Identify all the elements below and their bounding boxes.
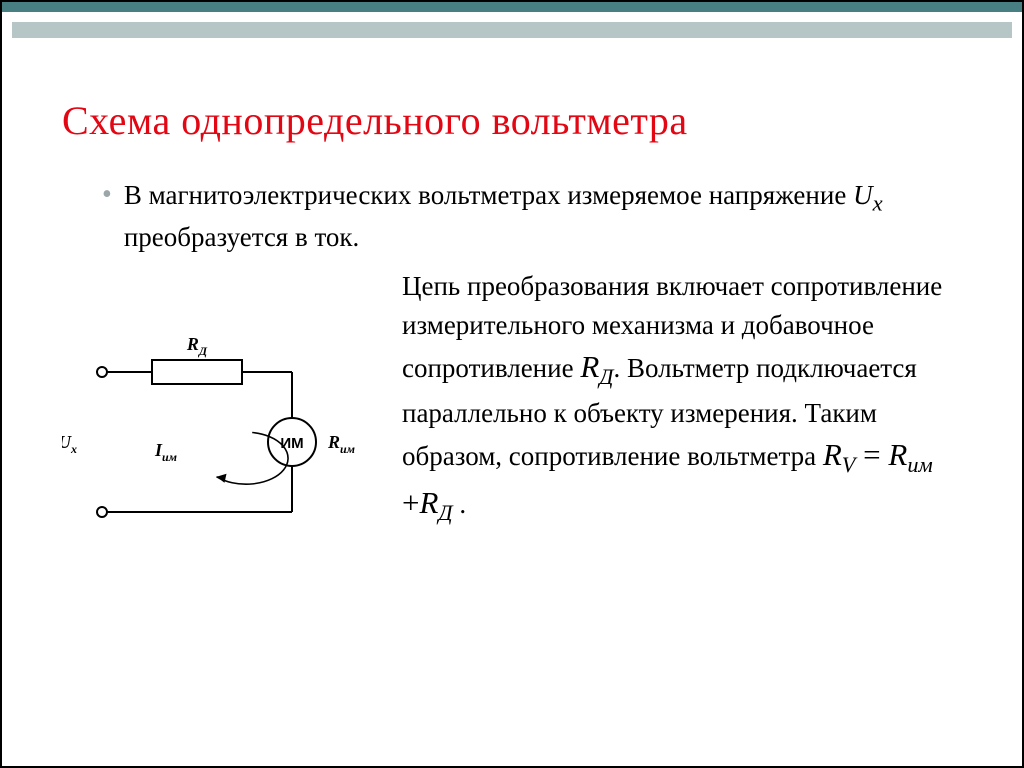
formula-plus: + xyxy=(402,485,419,520)
circuit-svg: RД Ux Iим ИМ Rим xyxy=(62,302,382,562)
bullet-sub: x xyxy=(873,190,883,215)
body-rd-sub: Д xyxy=(599,364,613,389)
bullet-tail: преобразуется в ток. xyxy=(124,222,359,252)
slide-title: Схема однопредельного вольтметра xyxy=(62,97,688,144)
formula-lhs-sub: V xyxy=(842,452,856,477)
formula-lhs-sym: R xyxy=(823,437,842,472)
bar-gap xyxy=(2,12,1022,22)
formula-eq: = xyxy=(855,437,888,472)
formula-r1-sym: R xyxy=(888,437,907,472)
bullet-dot-icon: • xyxy=(102,181,112,209)
bullet-lead: В магнитоэлектрических вольтметрах измер… xyxy=(124,180,853,210)
bullet-row: • В магнитоэлектрических вольтметрах изм… xyxy=(102,177,962,255)
svg-text:Iим: Iим xyxy=(154,440,177,464)
decorative-top-bars xyxy=(2,2,1022,44)
bar-inner xyxy=(12,22,1012,38)
body-rd: R xyxy=(580,349,599,384)
formula-r2-sym: R xyxy=(419,485,438,520)
bullet-text: В магнитоэлектрических вольтметрах измер… xyxy=(124,177,962,255)
circuit-diagram: RД Ux Iим ИМ Rим xyxy=(62,302,382,562)
svg-text:ИМ: ИМ xyxy=(280,435,303,452)
bar-outer xyxy=(2,2,1022,12)
body-text: Цепь преобразования включает сопротивлен… xyxy=(402,267,974,530)
bullet-var: U xyxy=(853,180,873,210)
slide: Схема однопредельного вольтметра • В маг… xyxy=(0,0,1024,768)
svg-text:Ux: Ux xyxy=(62,432,77,456)
formula-r1-sub: им xyxy=(907,452,932,477)
formula-r2-sub: Д xyxy=(438,501,452,526)
svg-text:RД: RД xyxy=(186,334,208,358)
formula-end: . xyxy=(453,489,467,519)
svg-text:Rим: Rим xyxy=(327,432,355,456)
